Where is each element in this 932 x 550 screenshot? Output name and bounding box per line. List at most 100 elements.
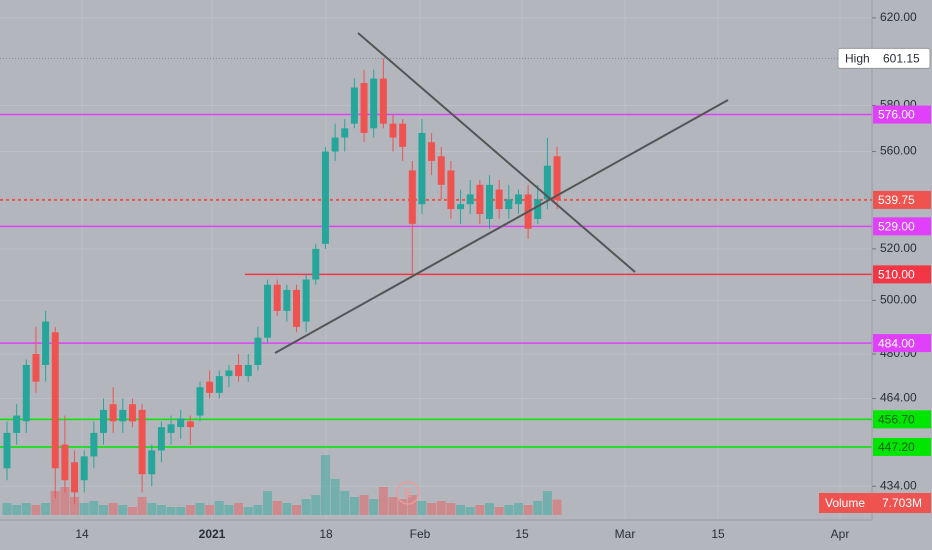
candle-body [534, 199, 542, 219]
volume-bar [436, 501, 446, 515]
level-label: 510.00 [878, 268, 915, 282]
candle-body [302, 279, 310, 322]
candle-body [80, 456, 88, 481]
candle-body [51, 332, 59, 469]
candle-body [350, 87, 358, 124]
volume-bar [282, 503, 292, 515]
volume-bar [253, 505, 263, 515]
candle-body [379, 78, 387, 124]
last-price-tag [873, 190, 931, 209]
volume-bar [494, 507, 504, 515]
level-tag [873, 265, 931, 284]
candle-body [437, 156, 445, 185]
level-tag [873, 334, 931, 353]
candle-body [514, 194, 522, 205]
candle-body [399, 123, 407, 147]
volume-bar [118, 505, 128, 515]
volume-bar [359, 495, 369, 515]
candle-body [206, 381, 214, 393]
volume-bar [263, 491, 273, 515]
volume-bar [388, 497, 398, 515]
volume-bar [349, 497, 359, 515]
volume-bar [485, 503, 494, 515]
candle-body [71, 462, 79, 493]
levels [0, 57, 872, 448]
candle-body [264, 284, 272, 338]
volume-bar [272, 501, 282, 515]
earnings-marker[interactable] [396, 481, 420, 505]
volume-bar [156, 505, 166, 515]
candle-body [543, 165, 551, 200]
x-tick-label: 15 [711, 527, 725, 541]
candle-body [3, 432, 11, 469]
candle-body [389, 123, 397, 138]
candle-body [553, 156, 561, 200]
candle-body [457, 204, 465, 210]
volume-bar [147, 503, 157, 515]
volume-bar [311, 495, 321, 515]
volume-bar [2, 503, 12, 515]
x-tick-label: Feb [410, 527, 431, 541]
candle-body [186, 421, 194, 428]
level-label: 447.20 [878, 440, 915, 454]
volume-bar [21, 503, 31, 515]
volume-bar [31, 505, 41, 515]
level-label: 576.00 [878, 108, 915, 122]
volume-bar [330, 479, 340, 515]
candle-body [61, 444, 69, 481]
level-label: 529.00 [878, 220, 915, 234]
volume-bar [456, 505, 466, 515]
volume-bar [475, 505, 485, 515]
candle-body [128, 404, 136, 422]
volume-bar [417, 501, 427, 515]
candle-body [341, 128, 349, 138]
level-tag [873, 410, 931, 429]
candle-body [312, 248, 320, 280]
volume-bar [137, 497, 147, 515]
candle-body [100, 409, 107, 433]
volume-bar [89, 501, 99, 515]
volume-bar [205, 505, 215, 515]
volume-bar [214, 501, 224, 515]
volume-bar [12, 505, 22, 515]
volume-bar [427, 503, 437, 515]
level-label: 484.00 [878, 336, 915, 350]
volume-bar [542, 491, 552, 515]
x-tick-label: Apr [831, 527, 850, 541]
candle-body [293, 289, 300, 327]
volume-bar [504, 505, 514, 515]
volume-bar [60, 487, 70, 515]
volume-bar [127, 507, 137, 515]
y-tick-label: 620.00 [880, 10, 917, 24]
volume-bar [340, 491, 350, 515]
candle-body [283, 289, 291, 311]
volume-pane [2, 455, 562, 515]
volume-bar [292, 505, 301, 515]
candle-body [428, 142, 436, 161]
candle-body [331, 137, 339, 152]
volume-bar [320, 455, 330, 515]
candle-body [109, 404, 117, 422]
candle-body [466, 194, 474, 205]
volume-bar [369, 499, 379, 515]
volume-bar [79, 503, 89, 515]
earnings-label: E [404, 486, 412, 500]
candle-body [505, 199, 513, 210]
candles [3, 58, 561, 505]
candle-body [321, 151, 329, 244]
candle-body [254, 337, 262, 365]
candle-body [196, 387, 204, 416]
high-tag [837, 47, 931, 69]
candle-body [148, 450, 156, 475]
volume-bar [50, 491, 60, 515]
level-label: 456.70 [878, 413, 915, 427]
volume-bar [407, 495, 417, 515]
volume-bar [513, 503, 523, 515]
volume-bar [552, 499, 562, 515]
candle-body [157, 427, 165, 451]
candle-body [447, 170, 455, 210]
y-tick-label: 464.00 [880, 391, 917, 405]
candle-body [235, 364, 243, 377]
candle-body [360, 83, 368, 133]
